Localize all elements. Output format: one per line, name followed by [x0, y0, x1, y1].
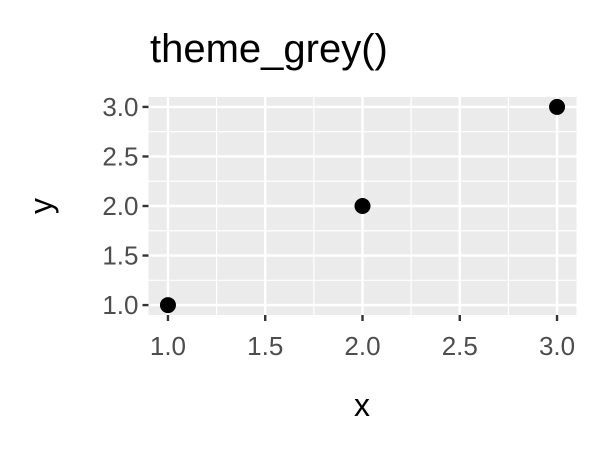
x-tick-label: 3.0 [539, 331, 575, 361]
y-tick-label: 1.5 [102, 241, 138, 271]
y-tick-label: 3.0 [102, 92, 138, 122]
x-tick-label: 2.5 [442, 331, 478, 361]
x-axis-title: x [354, 387, 370, 423]
chart-title: theme_grey() [150, 27, 388, 71]
data-point [354, 198, 371, 214]
x-tick-label: 2.0 [344, 331, 380, 361]
axes: 1.0 1.5 2.0 2.5 3.0 1.0 1.5 2.0 2.5 3.0 [102, 92, 575, 361]
x-tick-label: 1.5 [247, 331, 283, 361]
y-tick-label: 2.0 [102, 191, 138, 221]
y-tick-label: 2.5 [102, 141, 138, 171]
y-axis-title: y [23, 198, 59, 214]
y-tick-label: 1.0 [102, 290, 138, 320]
data-point [549, 98, 566, 115]
data-point [159, 297, 176, 314]
data-points [159, 98, 566, 314]
x-tick-label: 1.0 [150, 331, 186, 361]
